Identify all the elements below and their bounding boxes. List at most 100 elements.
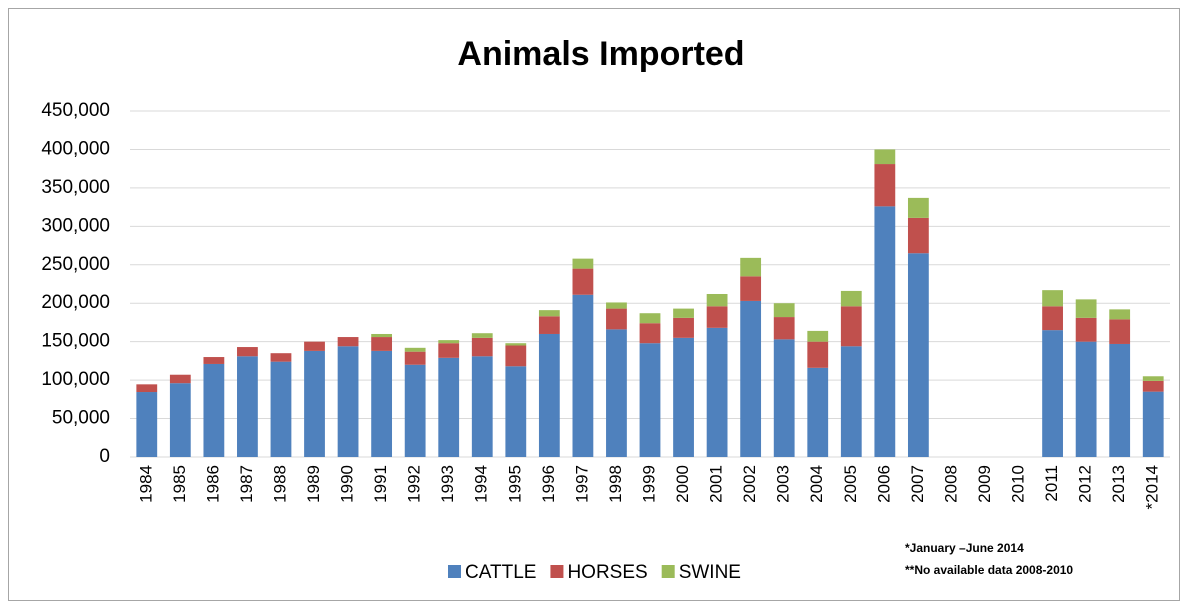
bar-segment [740, 257, 762, 277]
bar-segment [169, 383, 191, 457]
bar-segment [572, 294, 594, 457]
bar-segment [840, 346, 862, 457]
x-tick-label: 2011 [1042, 465, 1061, 502]
bar-segment [572, 258, 594, 269]
bar-segment [404, 364, 426, 457]
bar-segment [1142, 380, 1164, 392]
legend-label: HORSES [567, 562, 647, 583]
x-tick-label: 1987 [237, 465, 256, 503]
bar-segment [673, 317, 694, 338]
bar-segment [1109, 319, 1131, 344]
bar-segment [606, 308, 627, 330]
bar-segment [907, 253, 929, 457]
bar-segment [404, 351, 426, 365]
chart-frame [8, 8, 1180, 601]
x-tick-label: 2006 [874, 465, 893, 503]
bar-segment [740, 300, 762, 457]
bar-segment [706, 293, 728, 307]
bar-segment [907, 197, 929, 218]
annotation: *January –June 2014 [905, 541, 1024, 555]
y-tick-label: 50,000 [52, 408, 110, 429]
bar-segment [1075, 317, 1097, 342]
bar-segment [136, 392, 158, 457]
x-tick-label: 1985 [170, 465, 189, 503]
bar-segment [706, 306, 728, 328]
bar-segment [404, 347, 426, 352]
bar-segment [538, 333, 560, 457]
bar-segment [874, 206, 896, 457]
bar-segment [807, 330, 829, 342]
legend-swatch [448, 565, 461, 578]
bar-segment [639, 343, 661, 457]
bar-segment [169, 374, 191, 384]
x-tick-label: 1993 [438, 465, 457, 503]
bar-segment [203, 357, 225, 364]
bar-segment [874, 149, 896, 165]
bar-segment [304, 350, 325, 457]
x-tick-label: 1992 [405, 465, 424, 503]
bar-segment [840, 290, 862, 307]
bar-segment [371, 350, 393, 457]
bar-segment [438, 357, 460, 457]
bar-segment [1109, 343, 1131, 457]
bar-segment [673, 337, 694, 457]
bar-segment [237, 356, 258, 457]
legend-label: SWINE [679, 562, 741, 583]
x-tick-label: 1996 [539, 465, 558, 503]
x-tick-label: 1994 [472, 465, 491, 503]
bar-segment [538, 316, 560, 334]
x-tick-label: 2009 [975, 465, 994, 503]
legend-swatch [550, 565, 564, 578]
bar-segment [606, 302, 627, 309]
bar-segment [304, 341, 325, 351]
bar-segment [773, 303, 795, 318]
x-tick-label: *2014 [1143, 465, 1162, 509]
x-tick-label: 1991 [371, 465, 390, 503]
x-tick-label: 1990 [338, 465, 357, 503]
x-tick-label: 2007 [908, 465, 927, 503]
y-tick-label: 400,000 [41, 138, 110, 159]
x-tick-label: 2008 [941, 465, 960, 503]
bar-segment [1142, 391, 1164, 457]
bar-segment [1142, 376, 1164, 381]
annotation: **No available data 2008-2010 [905, 563, 1073, 577]
bar-segment [371, 337, 393, 351]
x-tick-label: 1988 [270, 465, 289, 503]
bar-segment [505, 345, 527, 367]
bar-segment [807, 367, 829, 457]
bar-segment [136, 384, 158, 393]
bar-segment [438, 340, 460, 344]
bar-segment [337, 346, 359, 457]
x-tick-label: 2005 [841, 465, 860, 503]
bar-segment [505, 366, 527, 457]
y-tick-label: 200,000 [41, 292, 110, 313]
bar-segment [773, 317, 795, 340]
y-tick-label: 350,000 [41, 177, 110, 198]
bar-segment [606, 329, 627, 457]
bar-segment [706, 327, 728, 457]
x-tick-label: 1986 [203, 465, 222, 503]
bar-segment [874, 164, 896, 207]
bar-segment [673, 308, 694, 318]
x-tick-label: 1997 [572, 465, 591, 503]
bar-segment [538, 310, 560, 317]
bar-segment [471, 337, 493, 357]
bar-segment [773, 339, 795, 457]
x-tick-label: 1998 [606, 465, 625, 503]
x-tick-label: 2001 [707, 465, 726, 503]
legend-label: CATTLE [465, 562, 536, 583]
x-tick-label: 1984 [136, 465, 155, 503]
legend-swatch [661, 565, 675, 578]
y-tick-label: 450,000 [41, 100, 110, 121]
x-tick-label: 2002 [740, 465, 759, 503]
bar-segment [1109, 309, 1131, 320]
bar-segment [1075, 341, 1097, 457]
bar-segment [371, 333, 393, 338]
bar-segment [471, 356, 493, 457]
bar-segment [270, 353, 292, 362]
bar-segment [203, 363, 225, 457]
bar-segment [337, 337, 359, 347]
bar-segment [1075, 299, 1097, 318]
y-tick-label: 150,000 [41, 331, 110, 352]
bar-segment [740, 276, 762, 301]
